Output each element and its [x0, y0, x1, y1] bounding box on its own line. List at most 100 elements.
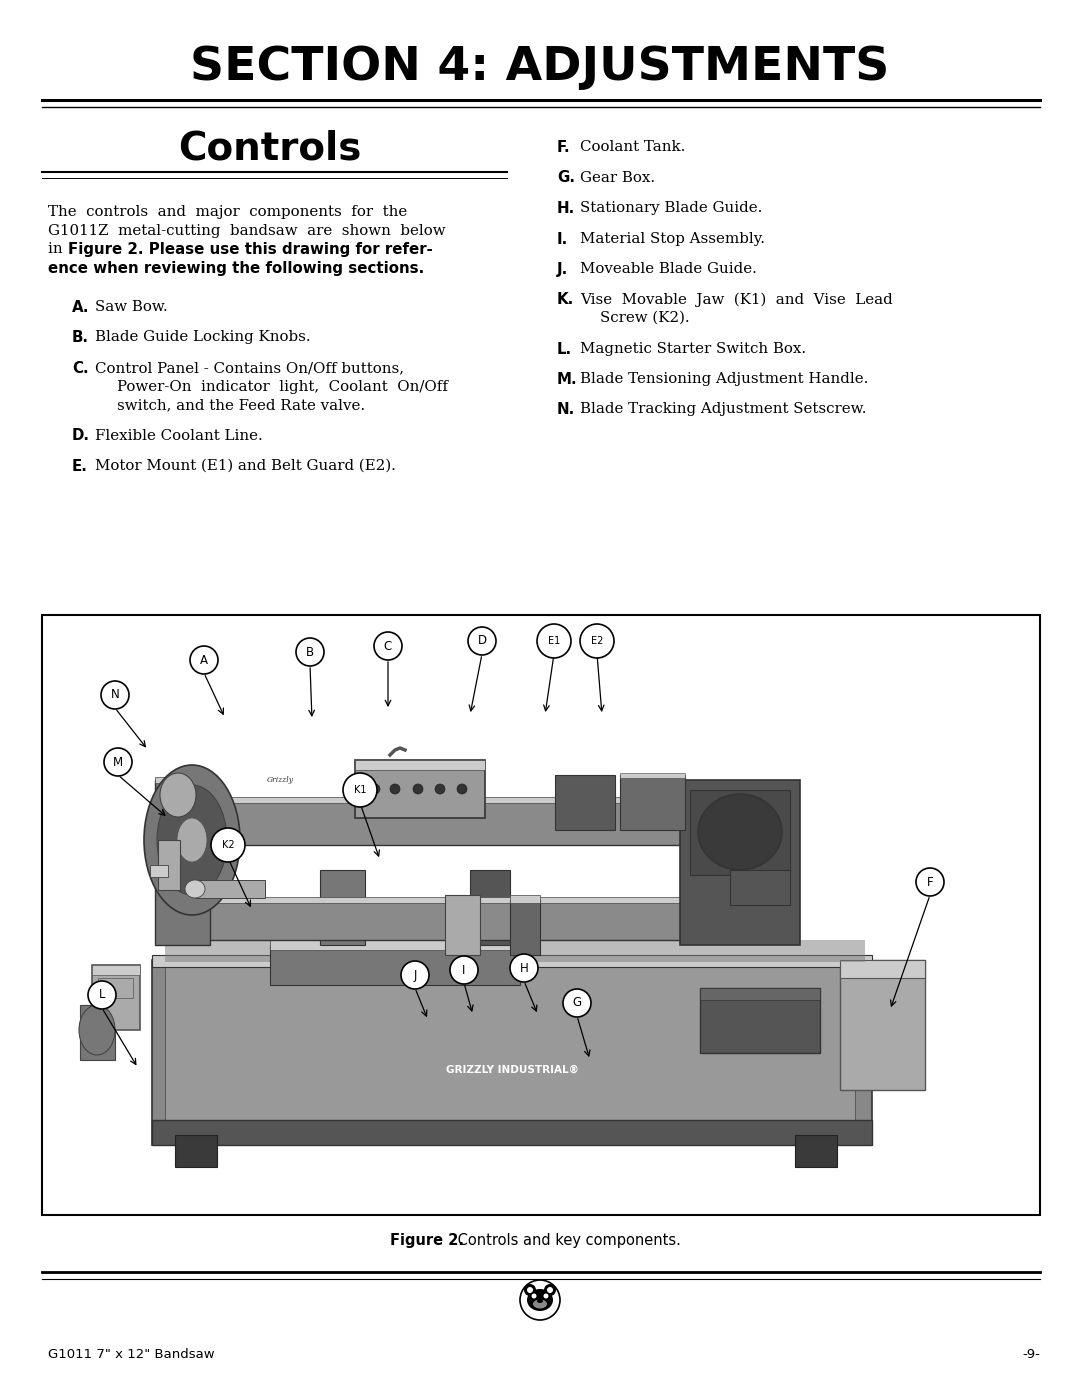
Text: switch, and the Feed Rate valve.: switch, and the Feed Rate valve. — [117, 398, 365, 412]
Text: Blade Tracking Adjustment Setscrew.: Blade Tracking Adjustment Setscrew. — [580, 402, 866, 416]
Text: E2: E2 — [591, 636, 604, 645]
Ellipse shape — [527, 1289, 553, 1310]
Circle shape — [87, 981, 116, 1009]
Text: C: C — [383, 640, 392, 652]
FancyBboxPatch shape — [80, 1004, 114, 1060]
Ellipse shape — [79, 1004, 114, 1055]
Text: I: I — [462, 964, 465, 977]
Text: Vise  Movable  Jaw  (K1)  and  Vise  Lead: Vise Movable Jaw (K1) and Vise Lead — [580, 292, 893, 307]
FancyBboxPatch shape — [150, 865, 168, 877]
FancyBboxPatch shape — [156, 780, 210, 944]
Text: Magnetic Starter Switch Box.: Magnetic Starter Switch Box. — [580, 341, 806, 355]
Text: G: G — [572, 996, 581, 1010]
Text: in: in — [48, 242, 67, 256]
FancyBboxPatch shape — [620, 775, 685, 830]
Text: G1011Z  metal-cutting  bandsaw  are  shown  below: G1011Z metal-cutting bandsaw are shown b… — [48, 224, 446, 237]
FancyBboxPatch shape — [152, 1120, 872, 1146]
Text: Moveable Blade Guide.: Moveable Blade Guide. — [580, 263, 757, 277]
Text: B: B — [306, 645, 314, 658]
Circle shape — [531, 1294, 537, 1298]
Text: -9-: -9- — [1022, 1348, 1040, 1362]
Text: F.: F. — [557, 140, 570, 155]
FancyBboxPatch shape — [175, 798, 705, 803]
FancyBboxPatch shape — [355, 760, 485, 770]
Text: Grizzly: Grizzly — [267, 775, 294, 784]
Text: SECTION 4: ADJUSTMENTS: SECTION 4: ADJUSTMENTS — [190, 46, 890, 91]
Text: Control Panel - Contains On/Off buttons,: Control Panel - Contains On/Off buttons, — [95, 360, 404, 374]
Text: L.: L. — [557, 341, 572, 356]
FancyBboxPatch shape — [620, 773, 685, 778]
Text: Controls and key components.: Controls and key components. — [453, 1232, 680, 1248]
Circle shape — [527, 1287, 534, 1294]
Text: GRIZZLY INDUSTRIAL®: GRIZZLY INDUSTRIAL® — [446, 1065, 579, 1076]
Text: K.: K. — [557, 292, 575, 307]
Circle shape — [374, 631, 402, 659]
Ellipse shape — [160, 773, 195, 817]
Text: G.: G. — [557, 170, 575, 186]
Circle shape — [546, 1287, 553, 1294]
Text: Flexible Coolant Line.: Flexible Coolant Line. — [95, 429, 262, 443]
FancyBboxPatch shape — [175, 897, 705, 902]
Ellipse shape — [185, 880, 205, 898]
Circle shape — [413, 784, 423, 793]
FancyBboxPatch shape — [152, 956, 872, 967]
Circle shape — [435, 784, 445, 793]
Circle shape — [190, 645, 218, 673]
Circle shape — [519, 1280, 561, 1320]
FancyBboxPatch shape — [510, 900, 540, 956]
Text: ence when reviewing the following sections.: ence when reviewing the following sectio… — [48, 260, 424, 275]
FancyBboxPatch shape — [270, 940, 519, 950]
Text: D: D — [477, 634, 487, 647]
FancyBboxPatch shape — [98, 978, 133, 997]
FancyBboxPatch shape — [690, 789, 789, 875]
Text: A.: A. — [72, 300, 90, 314]
FancyBboxPatch shape — [270, 944, 519, 985]
Text: Screw (K2).: Screw (K2). — [600, 312, 690, 326]
Ellipse shape — [537, 1299, 543, 1303]
Ellipse shape — [144, 766, 240, 915]
FancyBboxPatch shape — [175, 800, 705, 845]
FancyBboxPatch shape — [795, 1134, 837, 1166]
Circle shape — [343, 773, 377, 807]
Ellipse shape — [534, 1299, 546, 1309]
Text: Blade Guide Locking Knobs.: Blade Guide Locking Knobs. — [95, 331, 311, 345]
Circle shape — [457, 784, 467, 793]
Text: Motor Mount (E1) and Belt Guard (E2).: Motor Mount (E1) and Belt Guard (E2). — [95, 460, 396, 474]
Circle shape — [916, 868, 944, 895]
FancyBboxPatch shape — [320, 870, 365, 944]
FancyBboxPatch shape — [152, 960, 872, 1146]
Text: Material Stop Assembly.: Material Stop Assembly. — [580, 232, 765, 246]
Text: E.: E. — [72, 460, 87, 474]
Text: M.: M. — [557, 372, 578, 387]
Text: C.: C. — [72, 360, 89, 376]
Circle shape — [102, 680, 129, 710]
Circle shape — [510, 954, 538, 982]
FancyBboxPatch shape — [700, 988, 820, 1053]
FancyBboxPatch shape — [470, 870, 510, 944]
Circle shape — [104, 747, 132, 775]
Circle shape — [544, 1284, 556, 1296]
Circle shape — [543, 1294, 549, 1298]
Text: A: A — [200, 654, 208, 666]
Text: Stationary Blade Guide.: Stationary Blade Guide. — [580, 201, 762, 215]
FancyBboxPatch shape — [156, 777, 210, 782]
Circle shape — [563, 989, 591, 1017]
FancyBboxPatch shape — [355, 760, 485, 819]
Text: Figure 2. Please use this drawing for refer-: Figure 2. Please use this drawing for re… — [68, 242, 433, 257]
Ellipse shape — [698, 793, 782, 870]
Text: Coolant Tank.: Coolant Tank. — [580, 140, 686, 154]
FancyBboxPatch shape — [730, 870, 789, 905]
FancyBboxPatch shape — [445, 895, 480, 956]
Text: N: N — [110, 689, 120, 701]
Text: B.: B. — [72, 331, 89, 345]
FancyBboxPatch shape — [700, 988, 820, 1000]
Text: Controls: Controls — [178, 129, 362, 168]
Text: D.: D. — [72, 429, 90, 443]
Circle shape — [370, 784, 380, 793]
Text: Figure 2.: Figure 2. — [390, 1232, 464, 1248]
Text: L: L — [98, 989, 105, 1002]
Text: K1: K1 — [354, 785, 366, 795]
Circle shape — [390, 784, 400, 793]
FancyBboxPatch shape — [158, 840, 180, 890]
FancyBboxPatch shape — [510, 895, 540, 902]
